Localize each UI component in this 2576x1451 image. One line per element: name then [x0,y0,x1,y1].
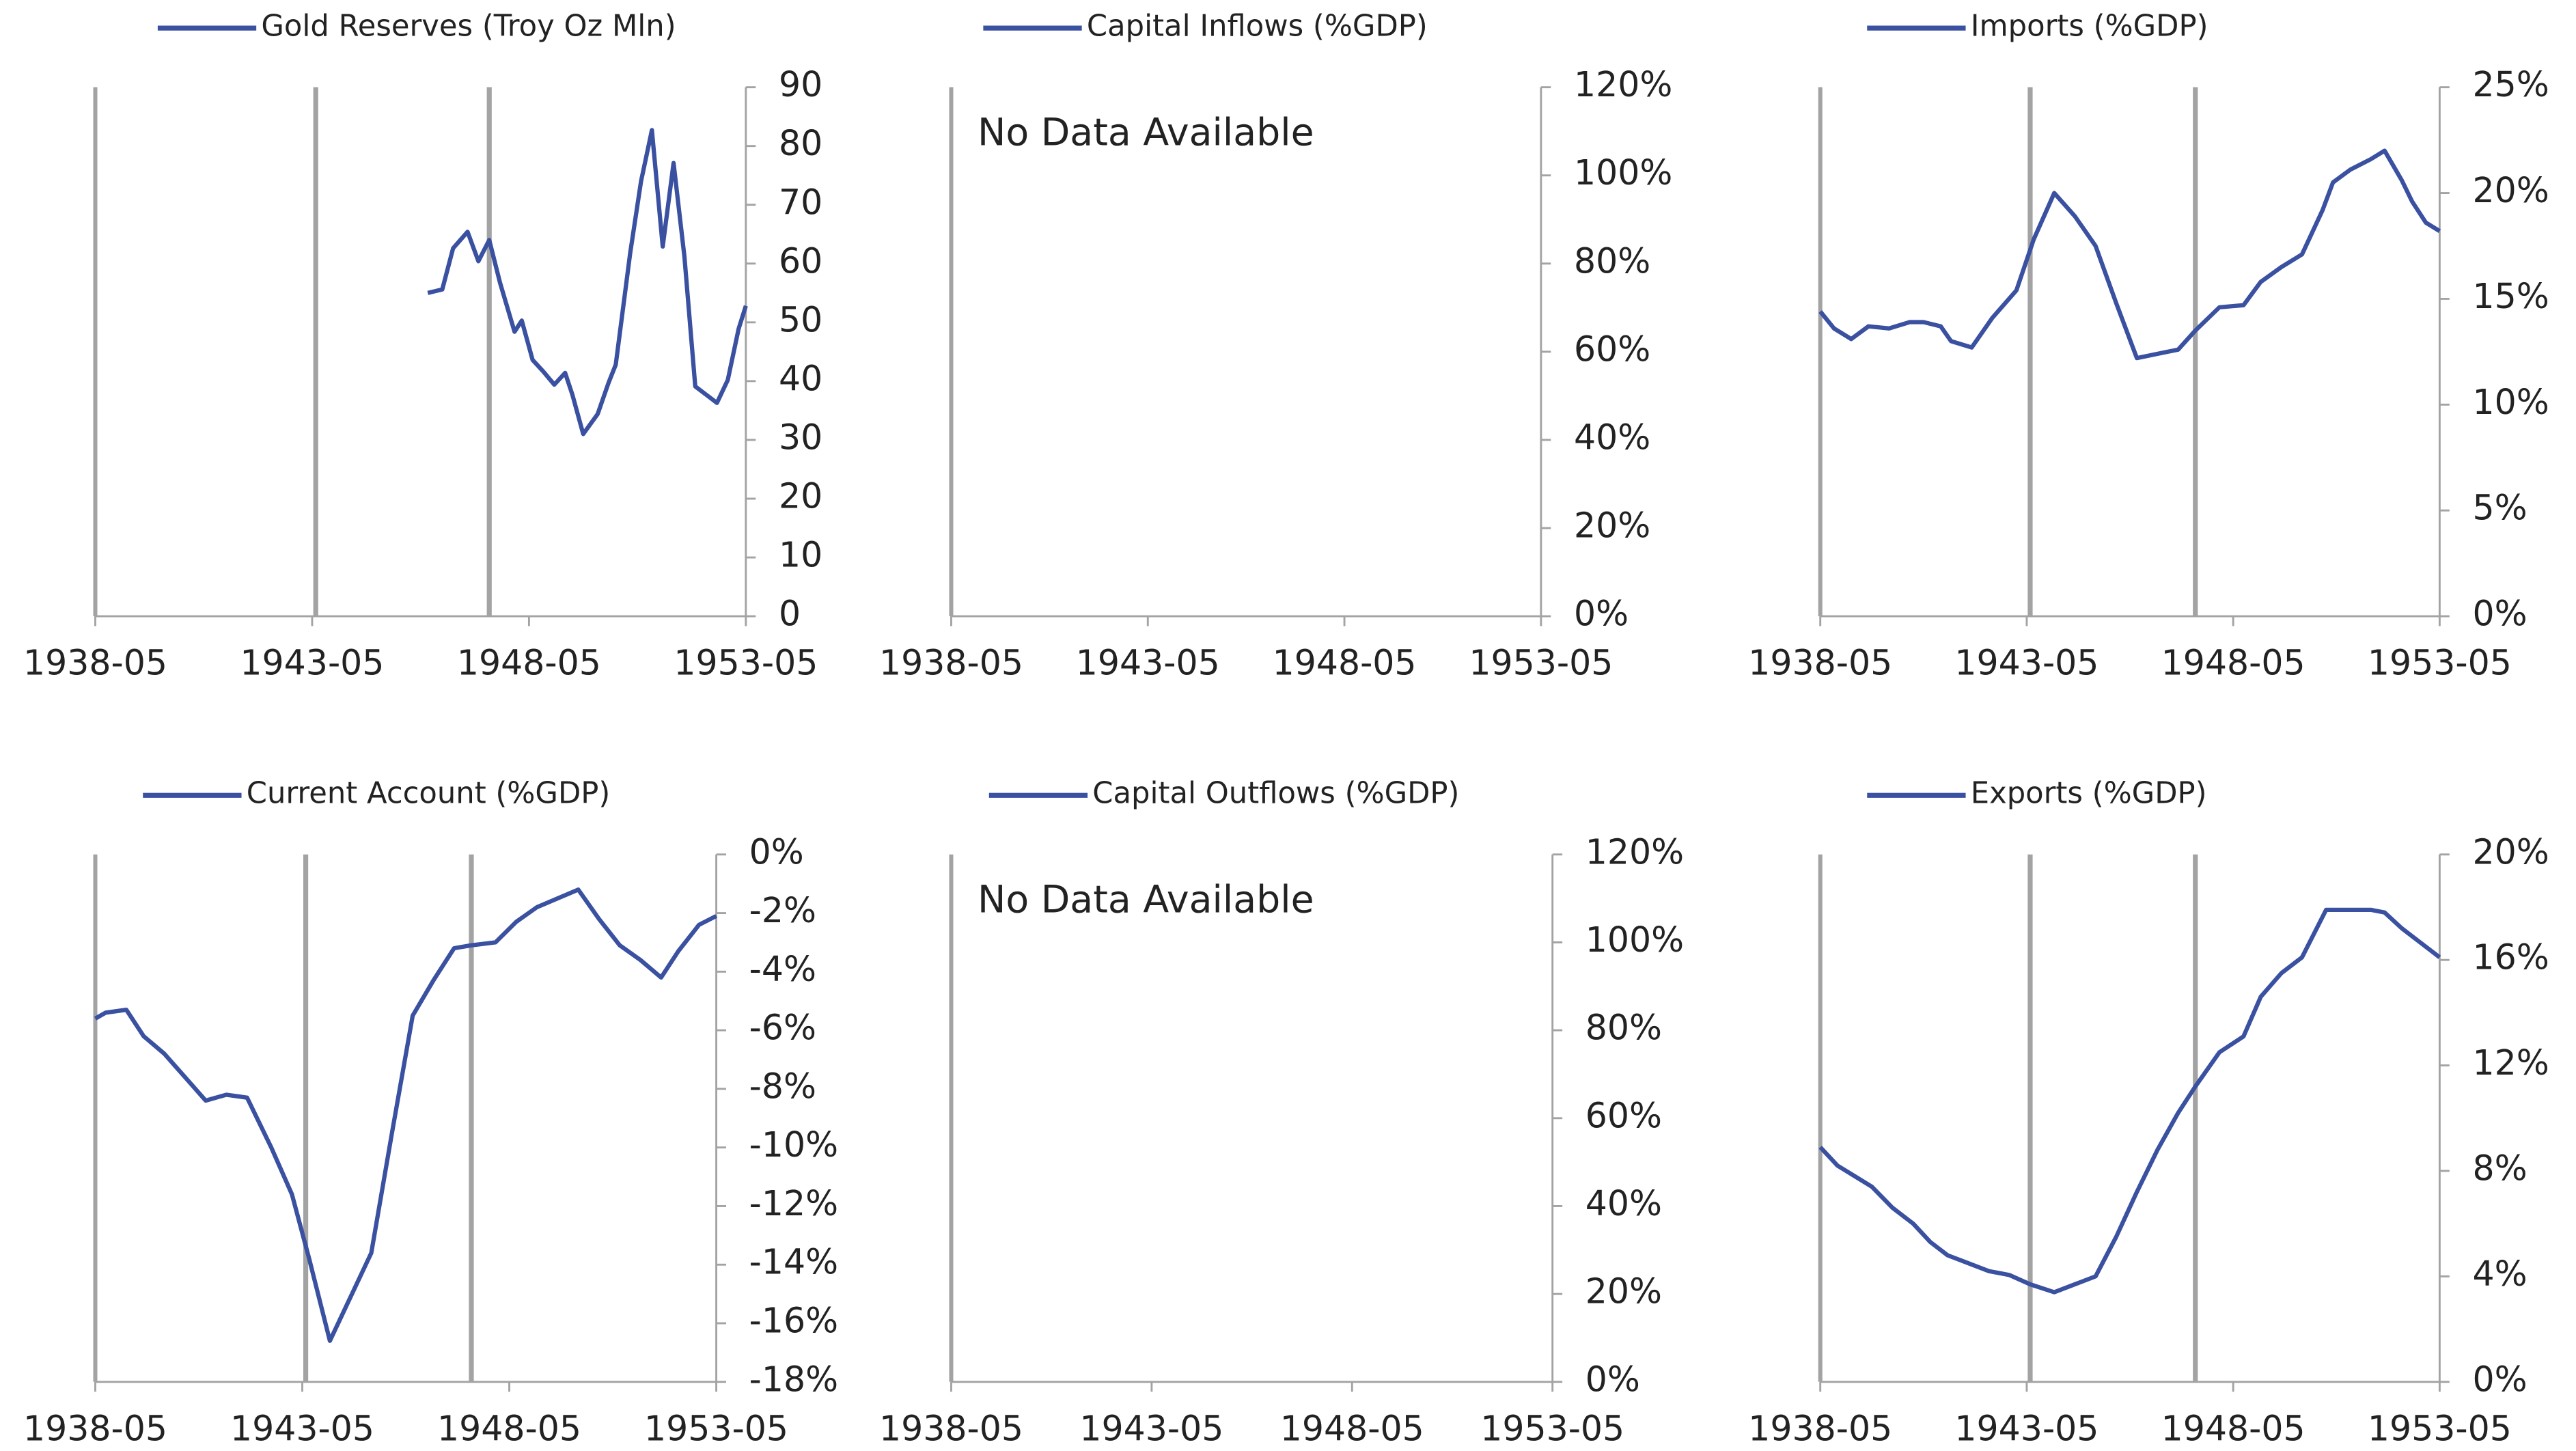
y-tick-label: -12% [749,1183,838,1224]
data-line [1818,148,2441,361]
annotation: No Data Available [978,879,1314,922]
x-tick-label: 1948-05 [1273,643,1417,683]
data-line [427,128,748,437]
x-tick-label: 1943-05 [1954,1408,2099,1448]
y-tick-label: 20% [1585,1271,1662,1312]
y-tick-label: 10% [2472,382,2549,422]
x-tick-label: 1943-05 [240,643,384,683]
x-tick-label: 1948-05 [457,643,601,683]
y-tick-label: 40% [1585,1183,1662,1224]
x-tick-label: 1953-05 [1480,1408,1624,1448]
x-tick-label: 1943-05 [1079,1408,1223,1448]
y-tick-label: 120% [1574,64,1672,105]
x-tick-label: 1953-05 [2368,1408,2512,1448]
y-tick-label: 60% [1585,1095,1662,1135]
y-tick-label: 90 [779,64,822,105]
legend-label: Capital Outflows (%GDP) [1092,777,1459,811]
y-tick-label: 0% [2472,1359,2527,1399]
y-tick-label: 0% [1585,1359,1640,1399]
x-tick-label: 1943-05 [1954,643,2099,683]
y-tick-label: 20% [2472,831,2549,872]
x-tick-label: 1948-05 [1280,1408,1424,1448]
x-tick-label: 1938-05 [1748,1408,1892,1448]
y-tick-label: 80% [1574,240,1650,281]
x-tick-label: 1948-05 [2161,643,2305,683]
y-tick-label: 0 [779,594,801,634]
y-tick-label: -4% [749,949,816,989]
y-tick-label: 30 [779,417,822,457]
y-tick-label: 5% [2472,488,2527,528]
x-tick-label: 1953-05 [1469,643,1613,683]
y-tick-label: 20% [1574,506,1650,546]
y-tick-label: -14% [749,1242,838,1282]
y-tick-label: 8% [2472,1148,2527,1188]
x-tick-label: 1948-05 [437,1408,581,1448]
data-line [94,887,717,1343]
x-tick-label: 1953-05 [2368,643,2512,683]
legend-label: Capital Inflows (%GDP) [1087,10,1428,44]
x-tick-label: 1943-05 [1076,643,1220,683]
x-tick-label: 1938-05 [23,1408,167,1448]
x-tick-label: 1953-05 [644,1408,788,1448]
x-tick-label: 1953-05 [674,643,818,683]
y-tick-label: 20% [2472,170,2549,210]
y-tick-label: 0% [2472,594,2527,634]
y-tick-label: 70 [779,182,822,222]
annotation: No Data Available [978,111,1314,155]
y-tick-label: 4% [2472,1254,2527,1294]
y-tick-label: 80 [779,123,822,163]
y-tick-label: 80% [1585,1008,1662,1048]
y-tick-label: 40 [779,358,822,398]
y-tick-label: 16% [2472,937,2549,978]
legend-label: Gold Reserves (Troy Oz Mln) [261,10,676,44]
x-tick-label: 1938-05 [1748,643,1892,683]
y-tick-label: 40% [1574,417,1650,457]
y-tick-label: 120% [1585,831,1684,872]
y-tick-label: 0% [749,831,804,872]
y-tick-label: 20 [779,475,822,516]
x-tick-label: 1938-05 [23,643,167,683]
y-tick-label: 50 [779,299,822,340]
x-tick-label: 1938-05 [879,643,1023,683]
legend-label: Current Account (%GDP) [247,777,611,811]
y-tick-label: -6% [749,1008,816,1048]
legend-label: Imports (%GDP) [1971,10,2208,44]
y-tick-label: -16% [749,1301,838,1341]
y-tick-label: 100% [1585,920,1684,960]
y-tick-label: 0% [1574,594,1629,634]
x-tick-label: 1938-05 [879,1408,1023,1448]
y-tick-label: 60 [779,240,822,281]
data-line [1818,907,2441,1295]
y-tick-label: 12% [2472,1042,2549,1083]
legend-label: Exports (%GDP) [1971,777,2207,811]
y-tick-label: -2% [749,890,816,930]
y-tick-label: -8% [749,1066,816,1106]
y-tick-label: -10% [749,1124,838,1165]
y-tick-label: 100% [1574,152,1672,193]
y-tick-label: 10 [779,535,822,575]
y-tick-label: 60% [1574,329,1650,369]
x-tick-label: 1948-05 [2161,1408,2305,1448]
y-tick-label: -18% [749,1359,838,1399]
y-tick-label: 15% [2472,276,2549,316]
y-tick-label: 25% [2472,64,2549,105]
x-tick-label: 1943-05 [230,1408,374,1448]
